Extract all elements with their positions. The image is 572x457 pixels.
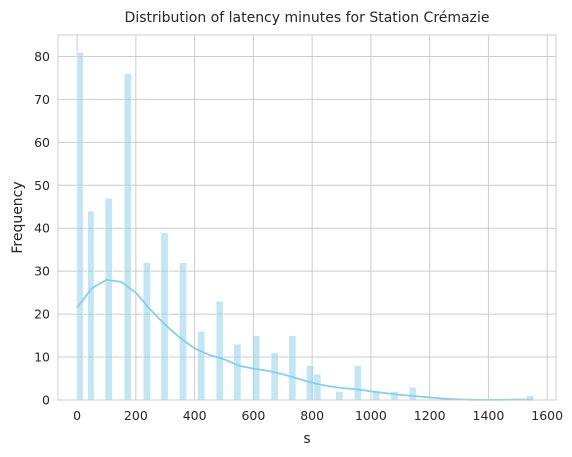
histogram-bar [353, 365, 362, 401]
histogram-bar [390, 391, 399, 401]
histogram-bar [197, 330, 206, 401]
histogram-bar [104, 197, 113, 401]
plot-frame [57, 34, 557, 401]
histogram-bar [123, 73, 132, 401]
histogram-bars [76, 51, 535, 401]
y-tick-label: 40 [34, 221, 50, 236]
histogram-bar [270, 352, 279, 401]
x-tick-labels: 0 200 400 600 800 1000 1200 1400 1600 [73, 408, 563, 423]
histogram-bar [179, 262, 187, 401]
y-tick-label: 20 [34, 307, 50, 322]
chart-title: Distribution of latency minutes for Stat… [125, 10, 490, 26]
histogram-bar [233, 343, 242, 401]
x-tick-label: 1000 [355, 408, 387, 423]
x-tick-label: 800 [300, 408, 324, 423]
y-tick-label: 50 [34, 178, 50, 193]
x-axis-label: s [303, 431, 310, 447]
y-tick-label: 10 [34, 350, 50, 365]
y-tick-label: 0 [42, 393, 50, 408]
kde-curve [76, 278, 533, 401]
histogram-bar [142, 262, 151, 401]
y-axis-label: Frequency [10, 181, 26, 253]
y-tick-labels: 0 10 20 30 40 50 60 70 80 [34, 49, 50, 408]
x-tick-label: 1200 [414, 408, 446, 423]
histogram-bar [313, 373, 322, 401]
histogram-bar [288, 335, 297, 401]
x-tick-label: 1400 [473, 408, 505, 423]
x-tick-label: 1600 [531, 408, 563, 423]
histogram-bar [335, 391, 344, 401]
x-tick-label: 0 [73, 408, 81, 423]
y-tick-label: 80 [34, 49, 50, 64]
histogram-bar [76, 51, 84, 401]
y-tick-label: 70 [34, 92, 50, 107]
histogram-bar [160, 232, 169, 401]
histogram-bar [87, 210, 95, 401]
x-tick-label: 600 [241, 408, 265, 423]
histogram-bar [215, 300, 224, 401]
histogram-bar [408, 386, 417, 401]
y-tick-label: 30 [34, 264, 50, 279]
x-tick-label: 200 [124, 408, 148, 423]
y-tick-label: 60 [34, 135, 50, 150]
x-tick-label: 400 [183, 408, 207, 423]
